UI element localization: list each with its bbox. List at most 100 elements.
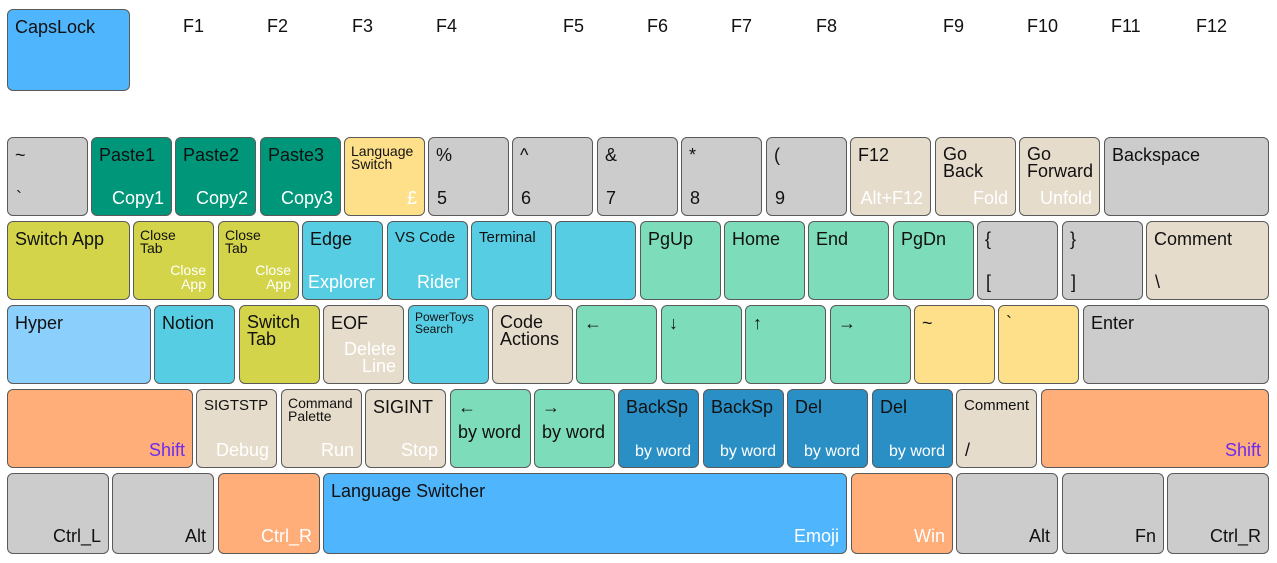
arrow-right-icon: → bbox=[838, 313, 856, 333]
key-bottom-label: Copy2 bbox=[195, 188, 248, 208]
alt-right-key[interactable]: Alt bbox=[956, 473, 1058, 554]
key-bottom-label: Win bbox=[914, 526, 945, 546]
key-sub-label: by word bbox=[542, 422, 606, 442]
arrow-right-key[interactable]: → bbox=[830, 305, 911, 384]
word-right-key[interactable]: → by word bbox=[534, 389, 615, 468]
backspace-word-key-2[interactable]: BackSp by word bbox=[703, 389, 784, 468]
blank-key[interactable] bbox=[555, 221, 636, 300]
edge-key[interactable]: Edge Explorer bbox=[302, 221, 383, 300]
pgup-key[interactable]: PgUp bbox=[640, 221, 721, 300]
command-palette-key[interactable]: Command Palette Run bbox=[281, 389, 362, 468]
language-switch-key[interactable]: Language Switch £ bbox=[344, 137, 425, 216]
home-key[interactable]: Home bbox=[724, 221, 805, 300]
close-tab-key-1[interactable]: Close Tab Close App bbox=[133, 221, 214, 300]
backspace-key[interactable]: Backspace bbox=[1104, 137, 1269, 216]
key-bottom-label: Debug bbox=[215, 440, 269, 460]
key-bottom-label: [ bbox=[986, 272, 992, 292]
vscode-key[interactable]: VS Code Rider bbox=[387, 221, 468, 300]
key-bottom-label: ] bbox=[1071, 272, 1077, 292]
tilde-key[interactable]: ~ ` bbox=[7, 137, 88, 216]
key-top-label: PgDn bbox=[901, 229, 947, 249]
key-top-label: & bbox=[605, 145, 618, 165]
arrow-up-key[interactable]: ↑ bbox=[745, 305, 826, 384]
enter-key[interactable]: Enter bbox=[1083, 305, 1269, 384]
key-bottom-label: Alt bbox=[1028, 526, 1050, 546]
arrow-down-key[interactable]: ↓ bbox=[661, 305, 742, 384]
eof-key[interactable]: EOF Delete Line bbox=[323, 305, 404, 384]
key-6[interactable]: ^ 6 bbox=[512, 137, 593, 216]
end-key[interactable]: End bbox=[808, 221, 889, 300]
switch-app-key[interactable]: Switch App bbox=[7, 221, 130, 300]
key-top-label: BackSp bbox=[711, 397, 774, 417]
key-top-label: Go Forward bbox=[1027, 144, 1094, 182]
key-bottom-label: Run bbox=[320, 440, 354, 460]
key-bottom-label: Close App bbox=[170, 262, 206, 292]
f12-key[interactable]: F12 Alt+F12 bbox=[850, 137, 931, 216]
key-top-label: Paste3 bbox=[268, 145, 325, 165]
key-top-label: { bbox=[985, 229, 992, 249]
arrow-left-key[interactable]: ← bbox=[576, 305, 657, 384]
comment-slash-key[interactable]: Comment / bbox=[956, 389, 1037, 468]
key-top-label: End bbox=[816, 229, 849, 249]
delete-word-key-2[interactable]: Del by word bbox=[872, 389, 953, 468]
key-top-label: Comment bbox=[964, 397, 1030, 414]
tilde-symbol-key[interactable]: ~ bbox=[914, 305, 995, 384]
key-7[interactable]: & 7 bbox=[597, 137, 678, 216]
arrow-left-icon: ← bbox=[458, 397, 476, 417]
paste3-key[interactable]: Paste3 Copy3 bbox=[260, 137, 341, 216]
alt-left-key[interactable]: Alt bbox=[112, 473, 214, 554]
key-bottom-label: Rider bbox=[416, 272, 460, 292]
key-bottom-label: Fn bbox=[1134, 526, 1156, 546]
key-top-label: PowerToys Search bbox=[415, 310, 474, 336]
backspace-word-key-1[interactable]: BackSp by word bbox=[618, 389, 699, 468]
key-top-label: Switch Tab bbox=[247, 312, 301, 350]
f3-label: F3 bbox=[352, 16, 374, 36]
key-top-label: Switch App bbox=[15, 229, 105, 249]
key-5[interactable]: % 5 bbox=[428, 137, 509, 216]
paste1-key[interactable]: Paste1 Copy1 bbox=[91, 137, 172, 216]
key-8[interactable]: * 8 bbox=[681, 137, 762, 216]
ctrl-left-key[interactable]: Ctrl_L bbox=[7, 473, 109, 554]
key-9[interactable]: ( 9 bbox=[766, 137, 847, 216]
key-top-label: SIGTSTP bbox=[204, 397, 269, 414]
code-actions-key[interactable]: Code Actions bbox=[492, 305, 573, 384]
sigint-key[interactable]: SIGINT Stop bbox=[365, 389, 446, 468]
pgdn-key[interactable]: PgDn bbox=[893, 221, 974, 300]
right-brace-key[interactable]: } ] bbox=[1062, 221, 1143, 300]
key-top-label: Comment bbox=[1154, 229, 1233, 249]
go-back-key[interactable]: Go Back Fold bbox=[935, 137, 1016, 216]
key-bottom-label: Emoji bbox=[793, 526, 839, 546]
key-bottom-label: Shift bbox=[148, 440, 185, 460]
f7-label: F7 bbox=[731, 16, 753, 36]
close-tab-key-2[interactable]: Close Tab Close App bbox=[218, 221, 299, 300]
shift-right-key[interactable]: Shift bbox=[1041, 389, 1269, 468]
hyper-key[interactable]: Hyper bbox=[7, 305, 151, 384]
word-left-key[interactable]: ← by word bbox=[450, 389, 531, 468]
backtick-symbol-key[interactable]: ` bbox=[998, 305, 1079, 384]
win-key[interactable]: Win bbox=[851, 473, 953, 554]
powertoys-search-key[interactable]: PowerToys Search bbox=[408, 305, 489, 384]
left-brace-key[interactable]: { [ bbox=[977, 221, 1058, 300]
capslock-key[interactable]: CapsLock bbox=[7, 9, 130, 91]
key-top-label: Del bbox=[795, 397, 823, 417]
key-bottom-label: 6 bbox=[521, 188, 532, 208]
shift-left-key[interactable]: Shift bbox=[7, 389, 193, 468]
terminal-key[interactable]: Terminal bbox=[471, 221, 552, 300]
comment-backslash-key[interactable]: Comment \ bbox=[1146, 221, 1269, 300]
key-bottom-label: Ctrl_R bbox=[1209, 526, 1261, 546]
key-top-label: Notion bbox=[162, 313, 215, 333]
key-bottom-label: Ctrl_L bbox=[52, 526, 101, 546]
switch-tab-key[interactable]: Switch Tab bbox=[239, 305, 320, 384]
notion-key[interactable]: Notion bbox=[154, 305, 235, 384]
ctrl-right-key-2[interactable]: Ctrl_R bbox=[1167, 473, 1269, 554]
fn-key[interactable]: Fn bbox=[1062, 473, 1164, 554]
key-top-label: Language Switcher bbox=[331, 481, 486, 501]
space-key[interactable]: Language Switcher Emoji bbox=[323, 473, 847, 554]
key-top-label: Enter bbox=[1091, 313, 1135, 333]
sigtstp-key[interactable]: SIGTSTP Debug bbox=[196, 389, 277, 468]
delete-word-key-1[interactable]: Del by word bbox=[787, 389, 868, 468]
go-forward-key[interactable]: Go Forward Unfold bbox=[1019, 137, 1100, 216]
paste2-key[interactable]: Paste2 Copy2 bbox=[175, 137, 256, 216]
key-top-label: Command Palette bbox=[288, 395, 353, 425]
ctrl-right-key[interactable]: Ctrl_R bbox=[218, 473, 320, 554]
